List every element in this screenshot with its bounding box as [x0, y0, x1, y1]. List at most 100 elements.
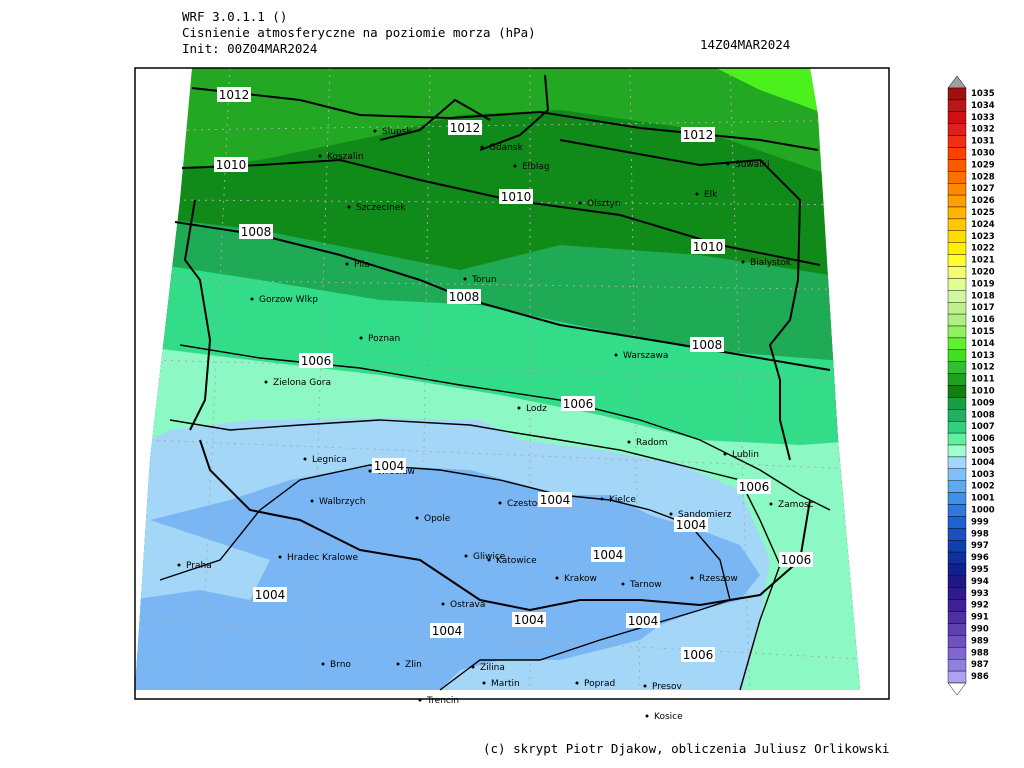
- colorbar-label: 993: [971, 589, 989, 599]
- colorbar-swatch: [947, 135, 967, 148]
- city-label: Pila: [354, 260, 370, 270]
- city-dot: [578, 201, 582, 205]
- contour-label-box: [239, 224, 273, 239]
- contour-labels: 1012 1012 1012 1010 1010 1010 1008 1008 1008 1006…: [214, 87, 813, 662]
- city-dot: [600, 497, 604, 501]
- city-dot: [318, 154, 322, 158]
- contour-label: 1010: [216, 158, 247, 172]
- colorbar-label: 1032: [971, 125, 995, 135]
- city-label: Poprad: [584, 679, 615, 689]
- city-dot: [769, 502, 773, 506]
- colorbar-swatch: [947, 540, 967, 553]
- colorbar-label: 1013: [971, 351, 995, 361]
- contour-label-box: [674, 517, 708, 532]
- colorbar-swatch: [947, 349, 967, 362]
- contour-label-box: [499, 189, 533, 204]
- colorbar-swatch: [947, 635, 967, 648]
- colorbar-label: 1030: [971, 149, 995, 159]
- graticule: [139, 68, 860, 690]
- contour-label: 1004: [676, 518, 707, 532]
- city-dot: [441, 602, 445, 606]
- city-label: Koszalin: [327, 152, 364, 162]
- colorbar-label: 1035: [971, 89, 995, 99]
- city-dot: [464, 554, 468, 558]
- colorbar-swatch: [947, 302, 967, 315]
- colorbar-label: 1027: [971, 184, 995, 194]
- contour-label: 1004: [540, 493, 571, 507]
- colorbar-swatch: [947, 670, 967, 684]
- city-dot: [368, 469, 372, 473]
- city-label: Martin: [491, 679, 520, 689]
- colorbar-label: 991: [971, 613, 989, 623]
- city-label: Torun: [471, 275, 497, 285]
- city-dot: [321, 662, 325, 666]
- city-dot: [396, 662, 400, 666]
- city-dot: [621, 582, 625, 586]
- colorbar-swatch: [947, 468, 967, 481]
- colorbar-swatch: [947, 99, 967, 113]
- colorbar-label: 996: [971, 553, 989, 563]
- city-label: Tarnow: [629, 580, 662, 590]
- city-label: Opole: [424, 514, 451, 524]
- colorbar-swatch: [947, 361, 967, 374]
- colorbar-label: 1009: [971, 398, 995, 408]
- colorbar-label: 1002: [971, 482, 995, 492]
- colorbar-swatch: [947, 456, 967, 469]
- contour-label-box: [217, 87, 251, 102]
- contour-label: 1006: [739, 480, 770, 494]
- colorbar-label: 1010: [971, 387, 995, 397]
- colorbar-label: 986: [971, 672, 989, 682]
- colorbar-label: 1022: [971, 244, 995, 254]
- colorbar-swatch: [947, 171, 967, 184]
- city-label: Kielce: [609, 495, 636, 505]
- city-dot: [614, 353, 618, 357]
- contour-label-box: [626, 613, 660, 628]
- city-dot: [517, 406, 521, 410]
- contour-label: 1012: [683, 128, 714, 142]
- city-dot: [418, 698, 422, 702]
- contour-label-box: [512, 612, 546, 627]
- colorbar-swatch: [947, 87, 967, 101]
- contour-label-box: [779, 552, 813, 567]
- city-label: Katowice: [496, 556, 537, 566]
- colorbar-swatch: [947, 528, 967, 541]
- contour-label-box: [737, 479, 771, 494]
- colorbar-swatch: [947, 492, 967, 505]
- contour-label-box: [448, 120, 482, 135]
- contour-label: 1008: [241, 225, 272, 239]
- city-label: Elk: [704, 190, 718, 200]
- colorbar-swatch: [947, 397, 967, 410]
- colorbar-label: 1021: [971, 256, 995, 266]
- city-dot: [373, 129, 377, 133]
- colorbar-label: 1023: [971, 232, 995, 242]
- contour-label: 1010: [501, 190, 532, 204]
- colorbar-label: 992: [971, 601, 989, 611]
- colorbar-label: 1005: [971, 446, 995, 456]
- contour-label: 1012: [219, 88, 250, 102]
- city-label: Walbrzych: [319, 497, 365, 507]
- city-dot: [487, 558, 491, 562]
- colorbar-top-arrow: [947, 75, 967, 89]
- colorbar-label: 1026: [971, 196, 995, 206]
- city-dot: [741, 260, 745, 264]
- city-dot: [695, 192, 699, 196]
- city-dot: [264, 380, 268, 384]
- city-label: Slupsk: [382, 127, 412, 137]
- colorbar-label: 1016: [971, 315, 995, 325]
- colorbar-swatch: [947, 480, 967, 493]
- pressure-fill: [135, 68, 860, 690]
- city-dot: [575, 681, 579, 685]
- contour-label: 1006: [781, 553, 812, 567]
- model-name: WRF 3.0.1.1 (): [182, 9, 287, 24]
- city-label: Trencin: [426, 696, 459, 706]
- field-name: Cisnienie atmosferyczne na poziomie morz…: [182, 25, 536, 40]
- city-dot: [669, 512, 673, 516]
- contour-label-box: [681, 647, 715, 662]
- colorbar-swatch: [947, 278, 967, 291]
- city-dot: [643, 684, 647, 688]
- contour-label-box: [372, 458, 406, 473]
- colorbar-swatch: [947, 385, 967, 398]
- colorbar-swatch: [947, 254, 967, 267]
- city-dot: [415, 516, 419, 520]
